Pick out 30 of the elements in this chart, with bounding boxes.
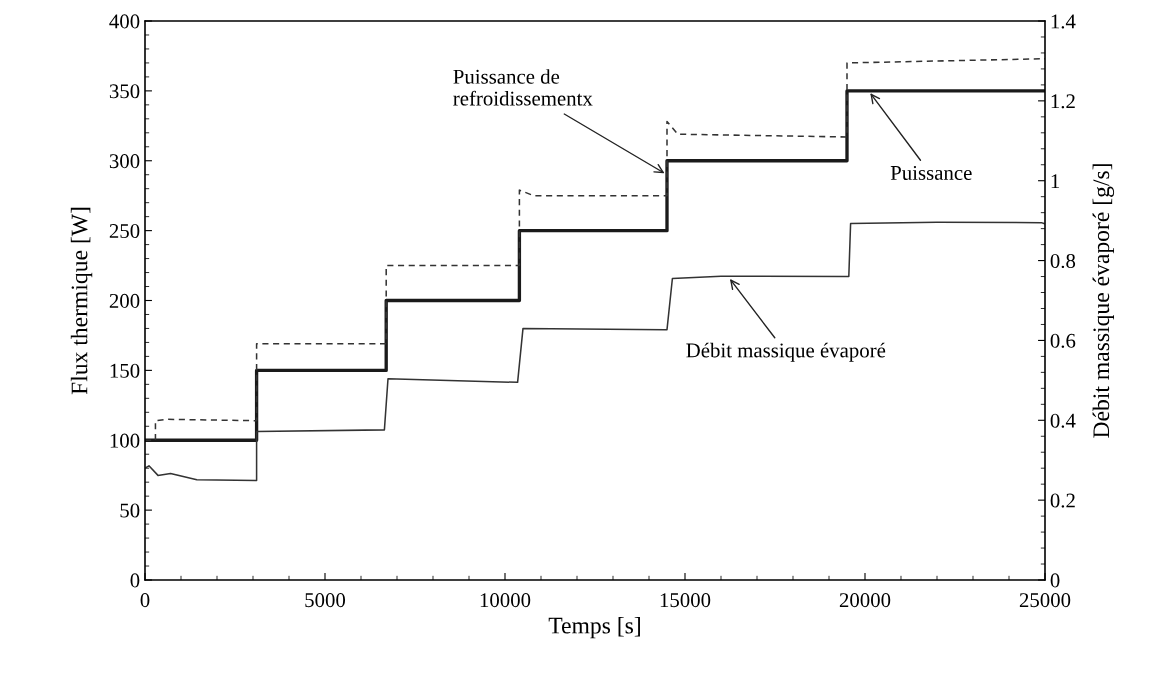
y2-tick-label: 1.4	[1051, 14, 1076, 29]
x-tick-label: 15000	[660, 593, 711, 608]
x-tick-label: 5000	[305, 593, 346, 608]
y2-axis-title: Débit massique évaporé [g/s]	[1092, 164, 1115, 438]
y2-tick-label: 0.2	[1050, 493, 1075, 508]
y2-tick-label: 0.6	[1050, 333, 1076, 348]
x-tick-label: 10000	[480, 593, 531, 608]
y2-tick-label: 0.4	[1050, 413, 1076, 428]
y2-tick-label: 0.8	[1050, 253, 1076, 269]
x-tick-label: 20000	[839, 593, 891, 608]
line-series	[145, 221, 1045, 482]
y2-tick-label: 1.2	[1051, 94, 1075, 109]
x-axis-title: Temps [s]	[548, 616, 640, 639]
annotation: Puissance	[890, 165, 972, 180]
y-tick-label: 250	[109, 224, 140, 239]
y-tick-label: 350	[109, 84, 140, 99]
y-tick-label: 0	[130, 573, 140, 588]
y-tick-label: 200	[109, 293, 140, 308]
y-tick-label: 50	[120, 503, 140, 518]
y-tick-label: 400	[109, 14, 140, 29]
y-axis-title: Flux thermique [W]	[70, 207, 93, 395]
y2-tick-label: 1	[1051, 174, 1060, 188]
annotation: Puissance de refroidissementx	[453, 69, 593, 106]
y2-tick-label: 0	[1050, 573, 1060, 588]
y-tick-label: 300	[109, 154, 140, 169]
x-tick-label: 0	[140, 593, 150, 608]
x-tick-label: 25000	[1019, 593, 1071, 608]
y-tick-label: 150	[110, 363, 140, 378]
annotation: Débit massique évaporé	[686, 342, 886, 362]
y-tick-label: 100	[110, 433, 140, 448]
